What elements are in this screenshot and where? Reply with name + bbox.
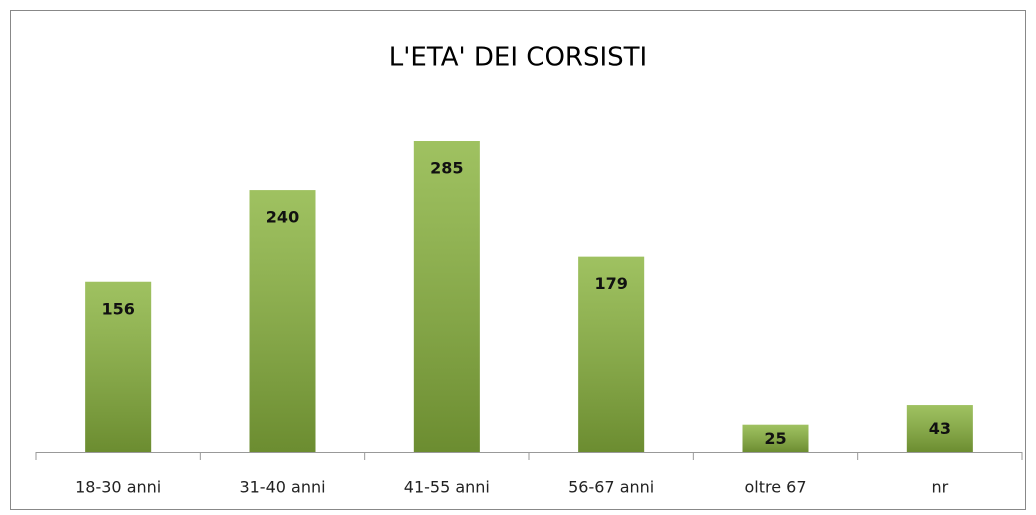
data-label: 285 — [430, 159, 463, 178]
bar-shade — [578, 256, 645, 452]
chart-frame — [10, 10, 1026, 510]
bar-shade — [85, 281, 152, 452]
data-label: 43 — [929, 419, 951, 438]
bar-shade — [742, 424, 809, 452]
data-label: 25 — [764, 429, 786, 448]
data-label: 156 — [101, 299, 134, 318]
x-tick-label: 31-40 anni — [239, 478, 325, 497]
bar-shade — [906, 405, 973, 452]
x-tick-label: 41-55 anni — [404, 478, 490, 497]
x-tick-label: nr — [931, 478, 948, 497]
x-tick-label: 56-67 anni — [568, 478, 654, 497]
bar-shade — [413, 141, 480, 452]
data-label: 179 — [594, 274, 627, 293]
chart-title: L'ETA' DEI CORSISTI — [389, 43, 647, 73]
x-tick-label: 18-30 anni — [75, 478, 161, 497]
bar-shade — [249, 190, 316, 452]
data-label: 240 — [266, 208, 299, 227]
x-tick-label: oltre 67 — [744, 478, 806, 497]
